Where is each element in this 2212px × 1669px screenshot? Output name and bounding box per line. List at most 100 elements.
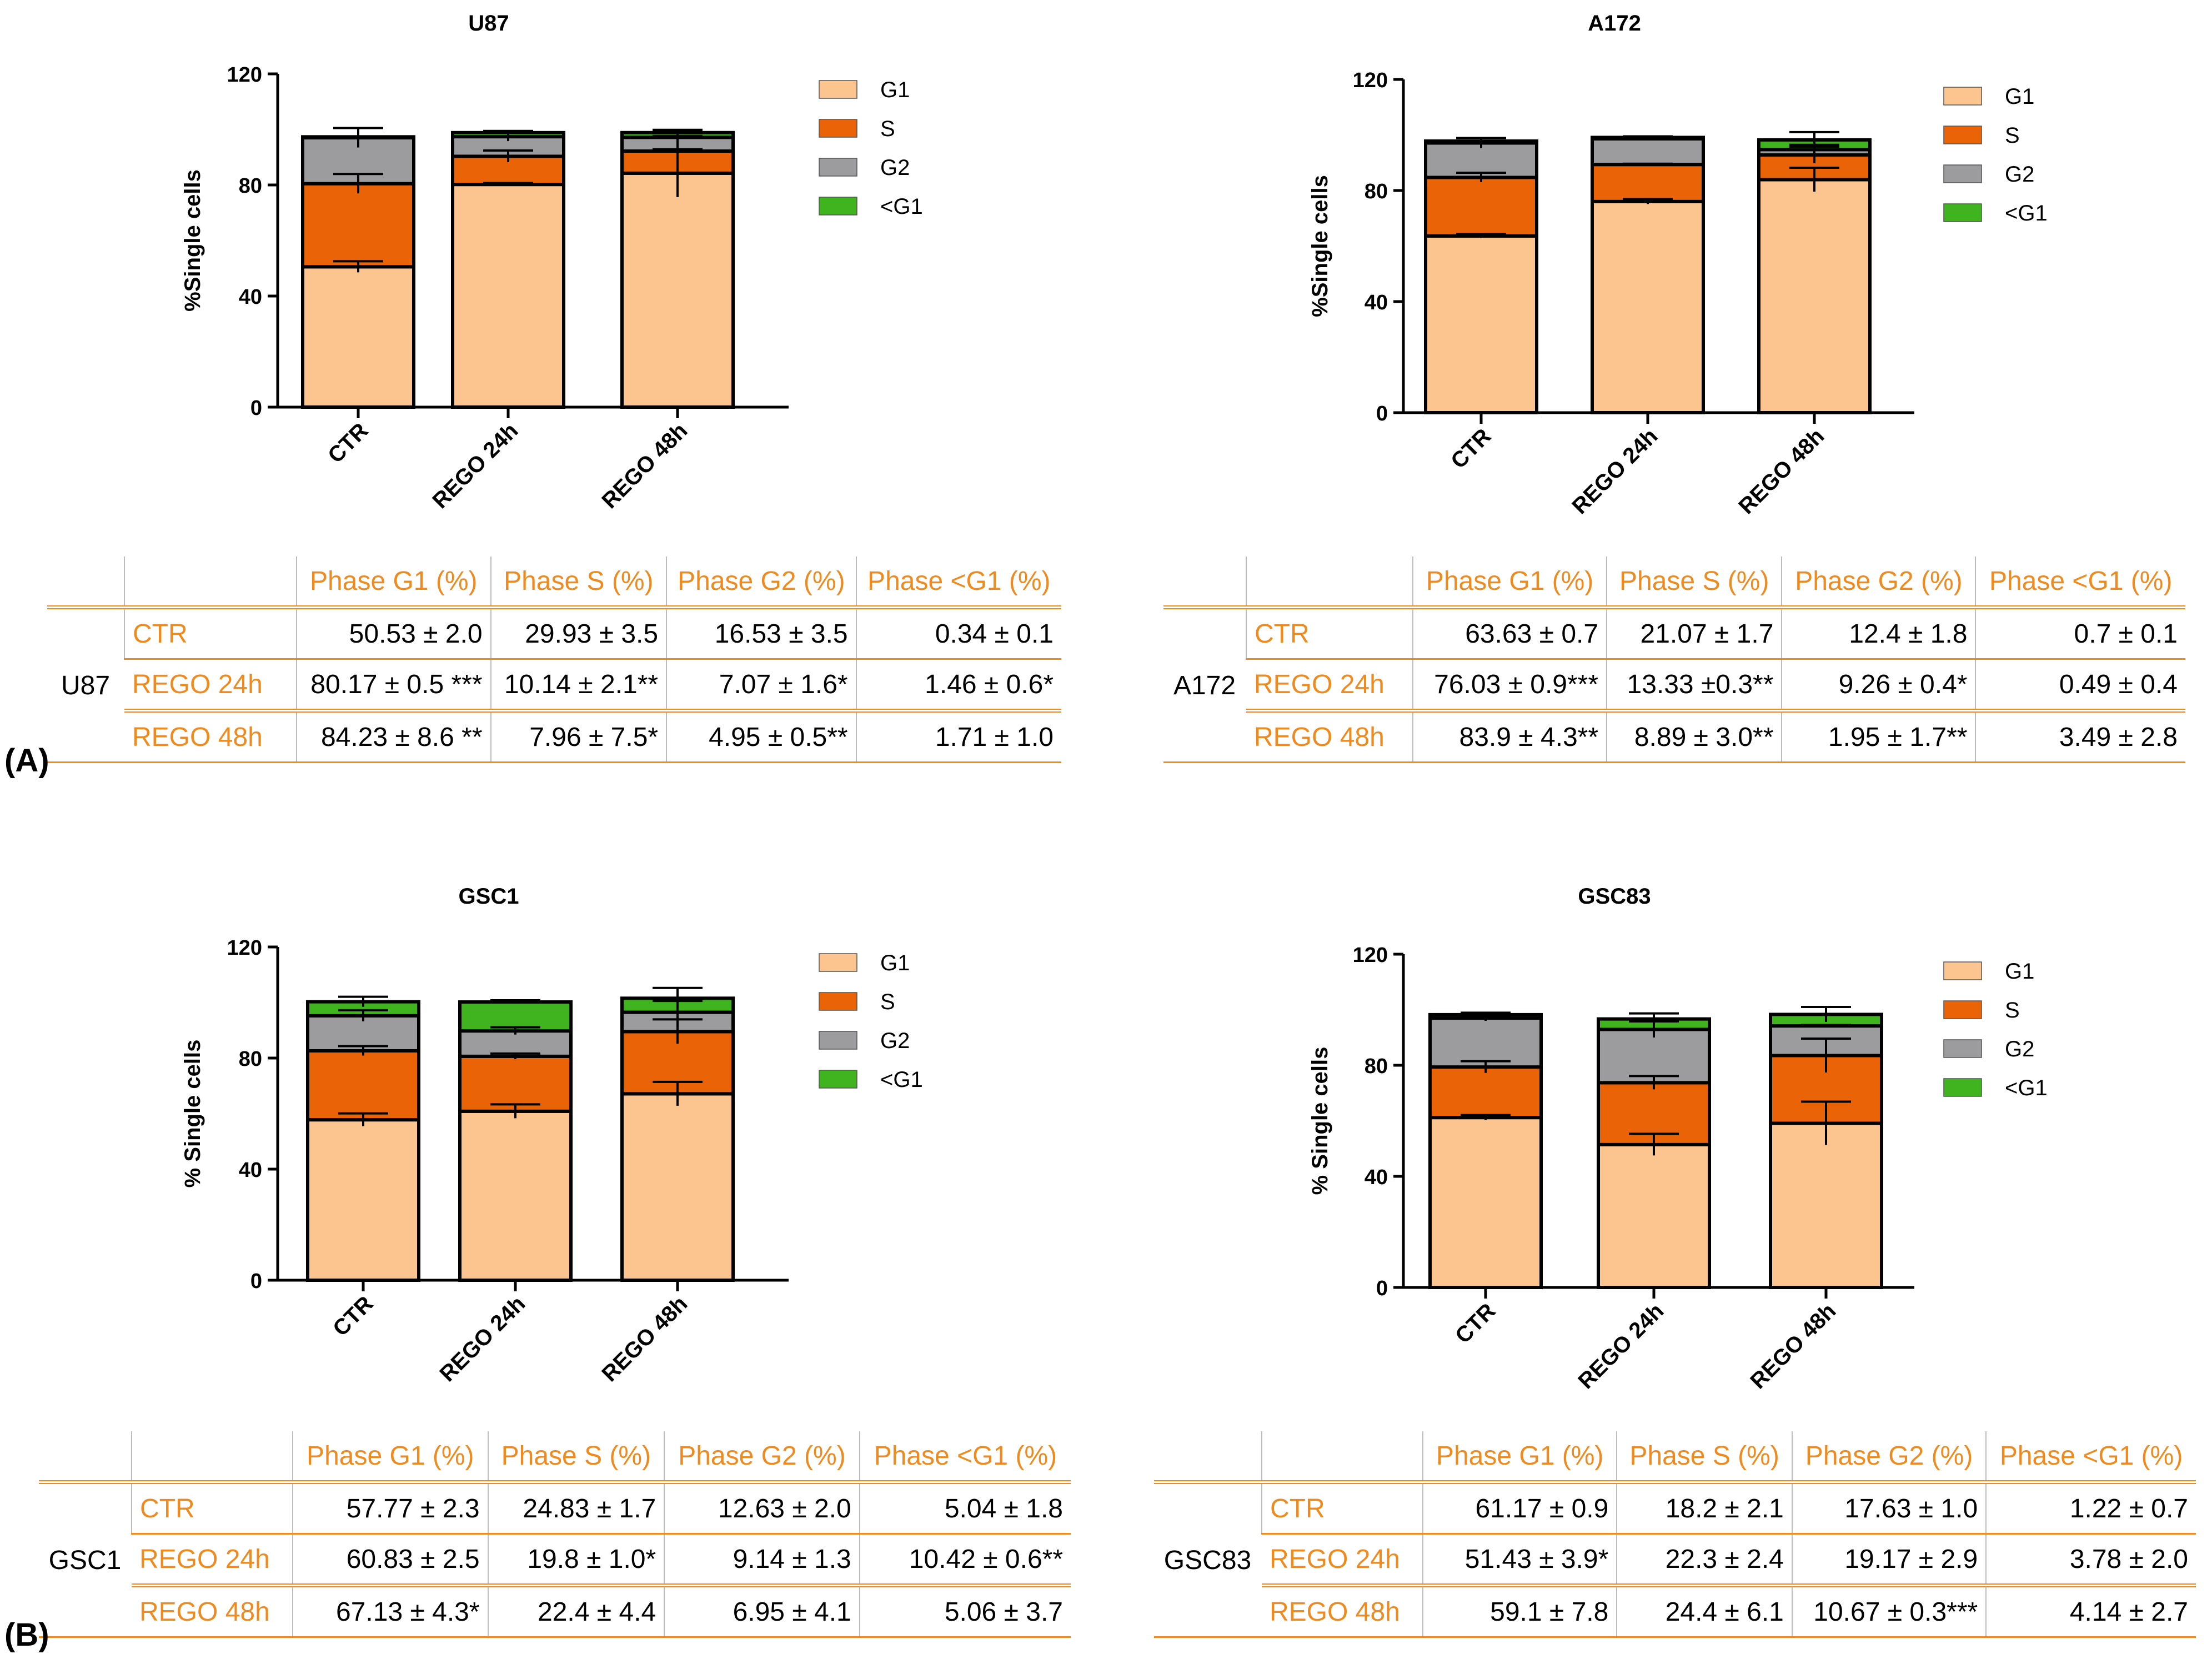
corner-cell xyxy=(47,557,124,609)
y-tick-label: 40 xyxy=(1365,291,1388,314)
header-g2: Phase G2 (%) xyxy=(664,1431,860,1484)
table-cell: 0.7 ± 0.1 xyxy=(1975,607,2185,660)
x-tick-label: REGO 48h xyxy=(597,1291,692,1386)
legend-label: S xyxy=(880,117,895,141)
bar-segment-g1 xyxy=(1424,234,1538,414)
corner-cell xyxy=(1261,1431,1423,1484)
table-row: A172 CTR 63.63 ± 0.7 21.07 ± 1.7 12.4 ± … xyxy=(1163,607,2185,763)
cell-line-name: GSC83 xyxy=(1154,1482,1262,1638)
y-tick-label: 40 xyxy=(239,285,262,309)
y-axis-label: % Single cells xyxy=(1308,1047,1332,1195)
table-cell: 21.07 ± 1.7 xyxy=(1606,607,1782,660)
table-row: REGO 24h 51.43 ± 3.9* 22.3 ± 2.4 19.17 ±… xyxy=(1154,1533,2196,1587)
table-cell: 0.34 ± 0.1 xyxy=(855,607,1061,660)
panel-label-a: (A) xyxy=(4,743,49,779)
corner-cell xyxy=(39,1431,132,1484)
panel-label-b: (B) xyxy=(4,1617,49,1653)
legend-swatch xyxy=(819,80,857,99)
table-cell: 24.4 ± 6.1 xyxy=(1616,1585,1792,1638)
table-cell: 17.63 ± 1.0 xyxy=(1791,1482,1987,1535)
bar-segment-s xyxy=(1424,176,1538,238)
table-cell: 60.83 ± 2.5 xyxy=(292,1533,488,1587)
table-cell: 10.42 ± 0.6** xyxy=(859,1533,1071,1587)
row-condition: REGO 48h xyxy=(1246,710,1413,763)
row-condition: REGO 48h xyxy=(124,710,297,763)
table-cell: 3.78 ± 2.0 xyxy=(1985,1533,2196,1587)
y-tick-label: 80 xyxy=(239,1047,262,1071)
chart-title: A172 xyxy=(1588,11,1641,36)
row-condition: CTR xyxy=(131,1482,293,1535)
bar-segment-g1 xyxy=(458,1109,573,1282)
table-cell: 18.2 ± 2.1 xyxy=(1616,1482,1792,1535)
table-header-row: Phase G1 (%) Phase S (%) Phase G2 (%) Ph… xyxy=(1163,557,2185,609)
legend-swatch xyxy=(1943,203,1982,222)
table-cell: 1.71 ± 1.0 xyxy=(855,710,1061,763)
table-cell: 80.17 ± 0.5 *** xyxy=(296,659,491,713)
table-cell: 1.95 ± 1.7** xyxy=(1781,710,1976,763)
table-cell: 67.13 ± 4.3* xyxy=(292,1585,488,1638)
y-tick-label: 120 xyxy=(227,936,262,960)
chart-gsc83: GSC83 % Single cells 0 40 80 120 CTR REGO 24h RE… xyxy=(1308,884,2048,1394)
y-tick-label: 40 xyxy=(1365,1166,1388,1189)
row-condition: REGO 24h xyxy=(124,659,297,713)
corner-cell xyxy=(1154,1431,1262,1484)
table-cell: 19.17 ± 2.9 xyxy=(1791,1533,1987,1587)
legend-swatch xyxy=(1943,1000,1982,1019)
legend-swatch xyxy=(819,1031,857,1050)
table-row: U87 CTR 50.53 ± 2.0 29.93 ± 3.5 16.53 ± … xyxy=(47,607,1061,763)
row-condition: REGO 48h xyxy=(1262,1585,1423,1638)
legend-swatch xyxy=(1943,961,1982,980)
chart-title: U87 xyxy=(468,11,509,36)
corner-cell xyxy=(131,1431,293,1484)
bar-segment-s xyxy=(1591,163,1705,203)
table-row: REGO 24h 80.17 ± 0.5 *** 10.14 ± 2.1** 7… xyxy=(47,659,1061,713)
table-cell: 10.67 ± 0.3*** xyxy=(1791,1585,1987,1638)
chart-a172: A172 %Single cells 0 40 80 120 CTR REGO 24h REGO… xyxy=(1308,11,2048,519)
header-subg1: Phase <G1 (%) xyxy=(859,1431,1071,1484)
bar-segment-g1 xyxy=(620,1092,735,1282)
cell-line-name: A172 xyxy=(1163,607,1246,763)
row-condition: REGO 24h xyxy=(1262,1533,1423,1587)
table-cell: 50.53 ± 2.0 xyxy=(296,607,491,660)
table-row: REGO 48h 83.9 ± 4.3** 8.89 ± 3.0** 1.95 … xyxy=(1163,710,2185,763)
legend-label: S xyxy=(2005,123,2020,148)
y-axis-label: % Single cells xyxy=(180,1040,205,1188)
x-tick-label: REGO 24h xyxy=(1573,1299,1668,1394)
x-tick-label: REGO 24h xyxy=(428,418,523,513)
table-row: GSC83 CTR 61.17 ± 0.9 18.2 ± 2.1 17.63 ±… xyxy=(1154,1482,2196,1638)
table-cell: 51.43 ± 3.9* xyxy=(1422,1533,1617,1587)
table-cell: 76.03 ± 0.9*** xyxy=(1412,659,1607,713)
bar-segment-g1 xyxy=(1428,1116,1543,1290)
table-cell: 29.93 ± 3.5 xyxy=(490,607,667,660)
y-tick-label: 0 xyxy=(250,1270,262,1293)
header-s: Phase S (%) xyxy=(1606,557,1782,609)
header-subg1: Phase <G1 (%) xyxy=(1975,557,2185,609)
y-tick-label: 80 xyxy=(239,174,262,198)
table-cell: 7.96 ± 7.5* xyxy=(490,710,667,763)
bar-segment-g2 xyxy=(1428,1016,1543,1069)
table-cell: 22.3 ± 2.4 xyxy=(1616,1533,1792,1587)
table-cell: 61.17 ± 0.9 xyxy=(1422,1482,1617,1535)
x-tick-label: REGO 24h xyxy=(1567,424,1662,519)
legend-swatch xyxy=(819,992,857,1011)
chart-u87: U87 %Single cells 0 40 80 120 CTR REGO 24h REGO … xyxy=(180,11,923,513)
table-cell: 22.4 ± 4.4 xyxy=(487,1585,665,1638)
legend-swatch xyxy=(1943,1078,1982,1097)
table-u87: Phase G1 (%) Phase S (%) Phase G2 (%) Ph… xyxy=(47,557,1061,763)
table-cell: 4.14 ± 2.7 xyxy=(1985,1585,2196,1638)
y-tick-label: 120 xyxy=(1353,69,1388,92)
corner-cell xyxy=(124,557,297,609)
legend-label: <G1 xyxy=(2005,1076,2048,1100)
legend-label: G1 xyxy=(880,78,910,102)
y-tick-label: 80 xyxy=(1365,180,1388,203)
y-tick-label: 0 xyxy=(1376,1277,1388,1300)
legend-label: G1 xyxy=(2005,84,2034,109)
legend-label: G2 xyxy=(880,1029,910,1053)
legend-swatch xyxy=(1943,87,1982,106)
table-cell: 8.89 ± 3.0** xyxy=(1606,710,1782,763)
x-tick-label: CTR xyxy=(323,418,373,468)
y-tick-label: 0 xyxy=(1376,402,1388,425)
bar-segment-g2 xyxy=(1591,137,1705,167)
table-cell: 16.53 ± 3.5 xyxy=(666,607,856,660)
